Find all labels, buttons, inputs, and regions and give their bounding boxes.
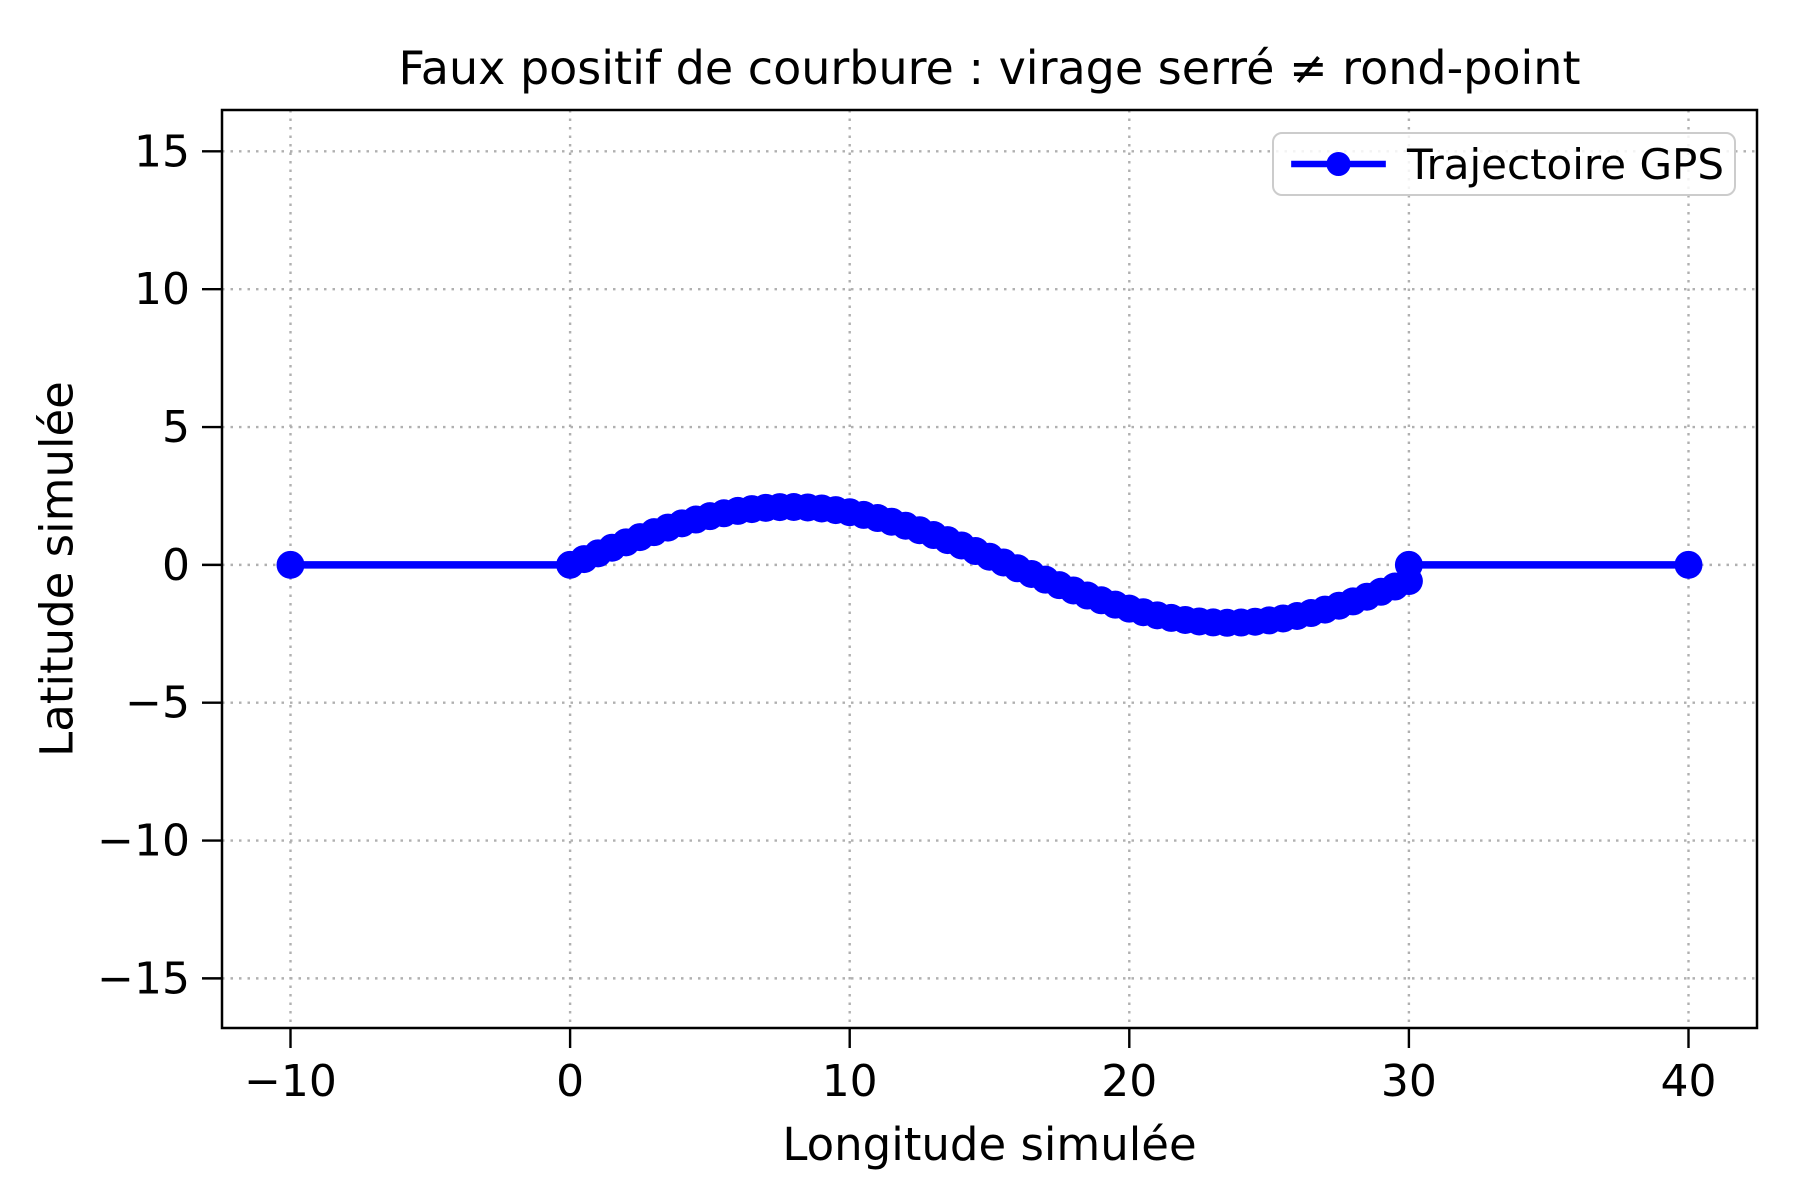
y-tick-label: 15 — [134, 126, 190, 177]
y-tick-label: 5 — [162, 402, 190, 453]
legend-label: Trajectoire GPS — [1407, 139, 1724, 189]
x-tick-label: 40 — [1660, 1056, 1716, 1107]
data-point-marker — [276, 550, 305, 579]
data-point-marker — [1674, 550, 1703, 579]
x-tick-label: 30 — [1381, 1056, 1437, 1107]
legend-sample-marker — [1326, 151, 1351, 177]
legend: Trajectoire GPS — [1272, 132, 1736, 196]
y-tick-label: −10 — [97, 816, 190, 867]
x-tick-label: 20 — [1101, 1056, 1157, 1107]
x-tick-label: 0 — [556, 1056, 584, 1107]
x-tick-label: −10 — [244, 1056, 337, 1107]
y-tick-label: 0 — [162, 540, 190, 591]
x-axis-label: Longitude simulée — [782, 1118, 1197, 1171]
chart-title: Faux positif de courbure : virage serré … — [398, 41, 1581, 95]
y-tick-label: −15 — [97, 953, 190, 1004]
x-tick-label: 10 — [822, 1056, 878, 1107]
data-point-marker — [1394, 550, 1423, 579]
y-axis-label: Latitude simulée — [30, 381, 84, 757]
y-tick-label: 10 — [134, 264, 190, 315]
y-tick-label: −5 — [125, 678, 190, 729]
legend-line-marker-icon — [1291, 151, 1386, 177]
axes-frame — [220, 108, 1759, 1030]
